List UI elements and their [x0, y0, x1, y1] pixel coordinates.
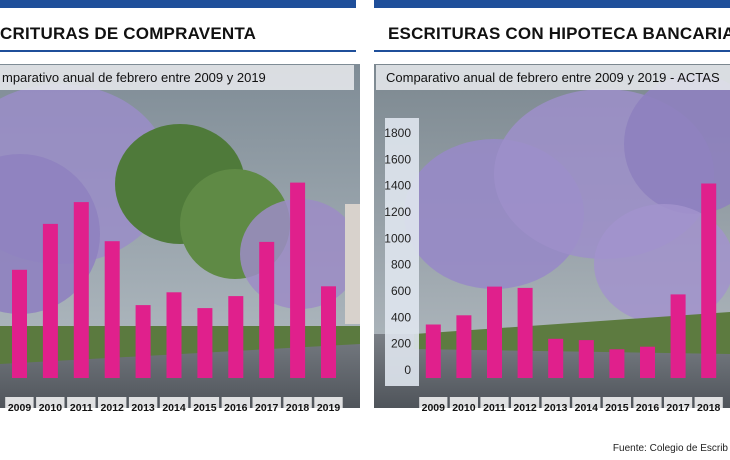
right-chart-title: ESCRITURAS CON HIPOTECA BANCARIA	[388, 24, 730, 43]
right-x-tick-label: 2012	[513, 402, 537, 414]
right-title-rule	[374, 50, 730, 52]
right-bar-2010	[456, 315, 472, 378]
right-y-axis: 0 200 400 600 800 1000 1200 1400 1600 1800	[384, 118, 419, 386]
right-label-bg	[511, 397, 540, 415]
right-y-tick-label: 1600	[384, 152, 411, 166]
left-x-tick-label: 2013	[131, 402, 155, 414]
left-x-tick-label: 2019	[317, 402, 341, 414]
right-y-axis-panel	[385, 118, 419, 386]
left-bar-2014	[166, 292, 182, 378]
left-x-tick-label: 2011	[70, 402, 93, 414]
right-label-bg	[572, 397, 601, 415]
right-label-bg	[664, 397, 693, 415]
right-bar-2011	[487, 286, 502, 378]
left-bar-chart: 2009 2010 2011 2012 2013 2014 2015 2016 2017 2018…	[5, 182, 343, 415]
right-bar-2009	[425, 324, 441, 378]
right-label-bg	[633, 397, 662, 415]
left-photo-art	[0, 64, 360, 408]
right-y-tick-label: 200	[391, 337, 411, 351]
left-bar-2017	[259, 241, 275, 378]
left-bar-2016	[228, 296, 244, 378]
right-label-bg	[694, 397, 723, 415]
right-x-tick-label: 2016	[636, 402, 660, 414]
left-x-tick-label: 2016	[224, 402, 248, 414]
right-y-tick-label: 800	[391, 258, 411, 272]
left-bar-2011	[73, 202, 89, 378]
left-bar-2013	[135, 305, 151, 378]
right-bar-2018	[701, 183, 717, 378]
right-top-accent-bar	[374, 0, 730, 8]
left-top-accent-bar	[0, 0, 356, 8]
left-bar-2009	[12, 269, 27, 378]
left-label-bg	[36, 397, 65, 415]
left-label-bg	[221, 397, 250, 415]
left-x-tick-label: 2010	[39, 402, 63, 414]
right-y-tick-label: 1800	[384, 126, 411, 140]
right-x-tick-label: 2013	[544, 402, 568, 414]
left-bar-2019	[321, 286, 336, 378]
right-y-tick-label: 400	[391, 310, 411, 324]
right-bar-2013	[548, 338, 564, 378]
left-title-rule	[0, 50, 356, 52]
right-y-tick-label: 0	[404, 363, 411, 377]
right-x-tick-label: 2017	[666, 402, 690, 414]
source-note: Fuente: Colegio de Escrib	[612, 443, 728, 454]
right-x-tick-label: 2018	[697, 402, 721, 414]
right-label-bg	[541, 397, 570, 415]
left-label-bg	[98, 397, 127, 415]
left-chart-title: CRITURAS DE COMPRAVENTA	[0, 24, 257, 43]
left-label-bg	[5, 397, 34, 415]
right-label-bg	[419, 397, 448, 415]
left-x-tick-label: 2017	[255, 402, 279, 414]
left-label-bg	[67, 397, 96, 415]
left-bar-2010	[42, 223, 58, 378]
left-label-bg	[252, 397, 281, 415]
right-bar-chart: 2009 2010 2011 2012 2013 2014 2015 2016 2017 2018	[419, 183, 723, 415]
right-y-tick-label: 600	[391, 284, 411, 298]
right-bar-2015	[609, 349, 625, 378]
right-x-tick-label: 2011	[483, 402, 506, 414]
left-label-bg	[159, 397, 189, 415]
left-bar-2012	[104, 241, 120, 378]
left-bar-2015	[197, 308, 213, 378]
right-label-bg	[602, 397, 631, 415]
right-x-tick-label: 2010	[452, 402, 476, 414]
right-y-tick-label: 1000	[384, 231, 411, 245]
right-y-tick-label: 1400	[384, 179, 411, 193]
right-y-tick-label: 1200	[384, 205, 411, 219]
right-bar-2014	[578, 340, 594, 378]
left-label-bg	[190, 397, 220, 415]
left-x-tick-label: 2014	[162, 402, 186, 414]
left-label-bg	[128, 397, 158, 415]
right-x-tick-label: 2014	[575, 402, 599, 414]
right-chart-subtitle: Comparativo anual de febrero entre 2009 …	[376, 65, 730, 90]
right-bar-2012	[517, 287, 533, 378]
left-bar-2018	[290, 182, 306, 378]
left-label-bg	[283, 397, 312, 415]
left-x-tick-label: 2012	[101, 402, 125, 414]
right-x-tick-label: 2015	[605, 402, 629, 414]
left-label-bg	[314, 397, 343, 415]
right-bar-2016	[640, 346, 655, 378]
left-x-tick-label: 2015	[193, 402, 217, 414]
left-chart-subtitle: mparativo anual de febrero entre 2009 y …	[0, 65, 354, 90]
right-label-bg	[480, 397, 509, 415]
right-x-tick-label: 2009	[422, 402, 446, 414]
right-bar-2017	[670, 294, 686, 378]
left-background-photo	[0, 64, 360, 408]
right-label-bg	[449, 397, 478, 415]
left-x-tick-label: 2018	[286, 402, 310, 414]
left-x-tick-label: 2009	[8, 402, 32, 414]
